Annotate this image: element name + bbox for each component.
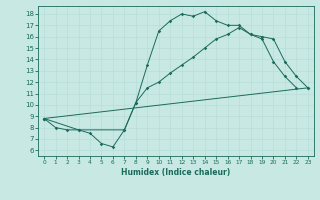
X-axis label: Humidex (Indice chaleur): Humidex (Indice chaleur) bbox=[121, 168, 231, 177]
